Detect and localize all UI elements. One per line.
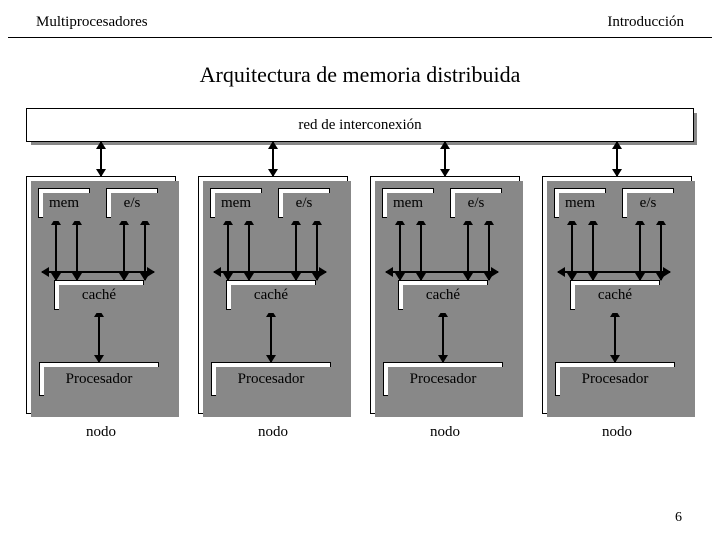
es-box: e/s bbox=[278, 188, 330, 218]
connector-horizontal bbox=[386, 271, 498, 273]
connector-vertical bbox=[614, 310, 616, 362]
connector-horizontal bbox=[42, 271, 154, 273]
page-number: 6 bbox=[675, 510, 682, 526]
processor-box: Procesador bbox=[39, 362, 159, 396]
nodo-label: nodo bbox=[26, 424, 176, 441]
header-left: Multiprocesadores bbox=[36, 14, 148, 31]
interconnection-network: red de interconexión bbox=[26, 108, 694, 142]
cache-box: caché bbox=[54, 280, 144, 310]
processor-box: Procesador bbox=[555, 362, 675, 396]
architecture-diagram: red de interconexión mem e/s caché Procesado… bbox=[20, 108, 700, 438]
nodo-label: nodo bbox=[370, 424, 520, 441]
nodo-label: nodo bbox=[198, 424, 348, 441]
connector-vertical bbox=[98, 310, 100, 362]
connector-vertical bbox=[100, 142, 102, 176]
connector-vertical bbox=[270, 310, 272, 362]
connector-horizontal bbox=[558, 271, 670, 273]
slide-title: Arquitectura de memoria distribuida bbox=[0, 62, 720, 88]
processor-box: Procesador bbox=[383, 362, 503, 396]
mem-box: mem bbox=[382, 188, 434, 218]
connector-vertical bbox=[616, 142, 618, 176]
nodo-label: nodo bbox=[542, 424, 692, 441]
cache-box: caché bbox=[570, 280, 660, 310]
mem-box: mem bbox=[38, 188, 90, 218]
mem-box: mem bbox=[210, 188, 262, 218]
es-box: e/s bbox=[450, 188, 502, 218]
connector-vertical bbox=[442, 310, 444, 362]
cache-box: caché bbox=[398, 280, 488, 310]
mem-box: mem bbox=[554, 188, 606, 218]
slide-header: Multiprocesadores Introducción bbox=[8, 0, 712, 38]
es-box: e/s bbox=[622, 188, 674, 218]
cache-box: caché bbox=[226, 280, 316, 310]
connector-vertical bbox=[272, 142, 274, 176]
processor-box: Procesador bbox=[211, 362, 331, 396]
connector-horizontal bbox=[214, 271, 326, 273]
es-box: e/s bbox=[106, 188, 158, 218]
connector-vertical bbox=[444, 142, 446, 176]
header-right: Introducción bbox=[607, 14, 684, 31]
